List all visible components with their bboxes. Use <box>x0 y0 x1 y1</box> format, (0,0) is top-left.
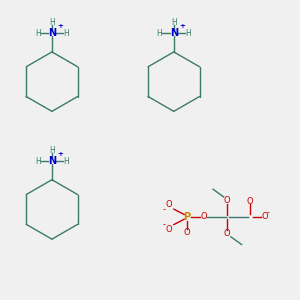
Text: H: H <box>157 29 162 38</box>
Text: O: O <box>224 196 231 205</box>
Text: O: O <box>184 228 190 237</box>
Text: +: + <box>179 23 185 29</box>
Text: O: O <box>200 212 207 221</box>
Text: H: H <box>63 29 69 38</box>
Text: -: - <box>266 208 269 217</box>
Text: N: N <box>48 156 56 166</box>
Text: O: O <box>261 212 268 221</box>
Text: O: O <box>165 200 172 209</box>
Text: H: H <box>63 157 69 166</box>
Text: +: + <box>57 151 63 157</box>
Text: O: O <box>165 225 172 234</box>
Text: +: + <box>57 23 63 29</box>
Text: H: H <box>35 157 41 166</box>
Text: -: - <box>163 205 166 214</box>
Text: O: O <box>224 229 231 238</box>
Text: H: H <box>171 18 177 27</box>
Text: N: N <box>170 28 178 38</box>
Text: H: H <box>185 29 191 38</box>
Text: N: N <box>48 28 56 38</box>
Text: O: O <box>246 196 253 206</box>
Text: H: H <box>35 29 41 38</box>
Text: H: H <box>49 146 55 155</box>
Text: -: - <box>163 220 166 229</box>
Text: H: H <box>49 18 55 27</box>
Text: P: P <box>184 212 191 222</box>
